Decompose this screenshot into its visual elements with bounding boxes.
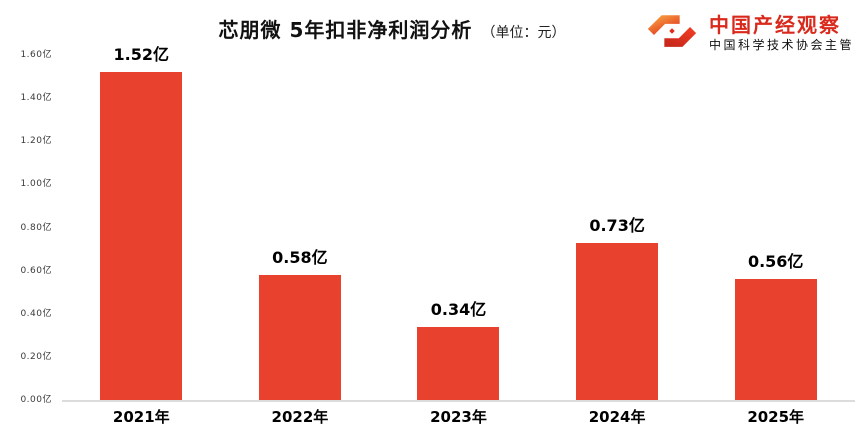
y-axis: 0.00亿 0.20亿 0.40亿 0.60亿 0.80亿 1.00亿 1.20亿 1.40亿… [0,50,52,405]
chart-title: 芯朋微 5年扣非净利润分析 （单位：元） [0,14,784,43]
x-axis-label: 2025年 [747,408,805,426]
y-axis-tick-label: 0.60亿 [20,265,52,276]
y-axis-tick-label: 0.80亿 [20,222,52,233]
bar-group: 0.34亿 2023年 [379,55,538,426]
bar [258,274,341,400]
bar-value-label: 0.34亿 [430,299,487,319]
publisher-brand-name: 中国产经观察 [708,12,841,37]
bar [576,242,659,400]
x-axis-label: 2023年 [430,408,487,426]
publisher-logo: 中国产经观察 中国科学技术协会主管 [643,8,854,58]
y-axis-tick-label: 1.00亿 [20,179,52,190]
bar-group: 0.73亿 2024年 [538,55,697,426]
y-axis-tick-label: 0.00亿 [20,395,52,405]
y-axis-tick-label: 0.40亿 [20,308,52,319]
bar [100,72,183,400]
chart-title-unit: （单位：元） [481,25,566,41]
bar-group: 1.52亿 2021年 [62,45,221,426]
bar-value-label: 0.58亿 [272,247,328,267]
y-axis-tick-label: 1.40亿 [20,93,52,104]
interlocked-diamond-logo-icon [643,8,701,58]
publisher-logo-text: 中国产经观察 中国科学技术协会主管 [708,12,854,53]
plot-area: 1.52亿 2021年 0.58亿 2022年 0.34亿 2023年 0.73亿 2024年… [62,45,855,426]
bar-value-label: 0.56亿 [747,252,804,272]
x-axis-label: 2021年 [112,408,170,426]
y-axis-tick-label: 0.20亿 [20,351,52,362]
bar [417,326,500,400]
bar-group: 0.56亿 2025年 [696,55,855,426]
bar-value-label: 0.73亿 [589,215,645,235]
bar-group: 0.58亿 2022年 [221,55,380,426]
bar [734,279,817,400]
publisher-tagline: 中国科学技术协会主管 [708,37,854,52]
x-axis-label: 2022年 [271,408,329,426]
bar-value-label: 1.52亿 [113,45,170,65]
chart-title-text: 芯朋微 5年扣非净利润分析 [218,18,473,42]
x-axis-label: 2024年 [588,408,646,426]
y-axis-tick-label: 1.20亿 [20,136,52,147]
y-axis-tick-label: 1.60亿 [20,50,52,60]
